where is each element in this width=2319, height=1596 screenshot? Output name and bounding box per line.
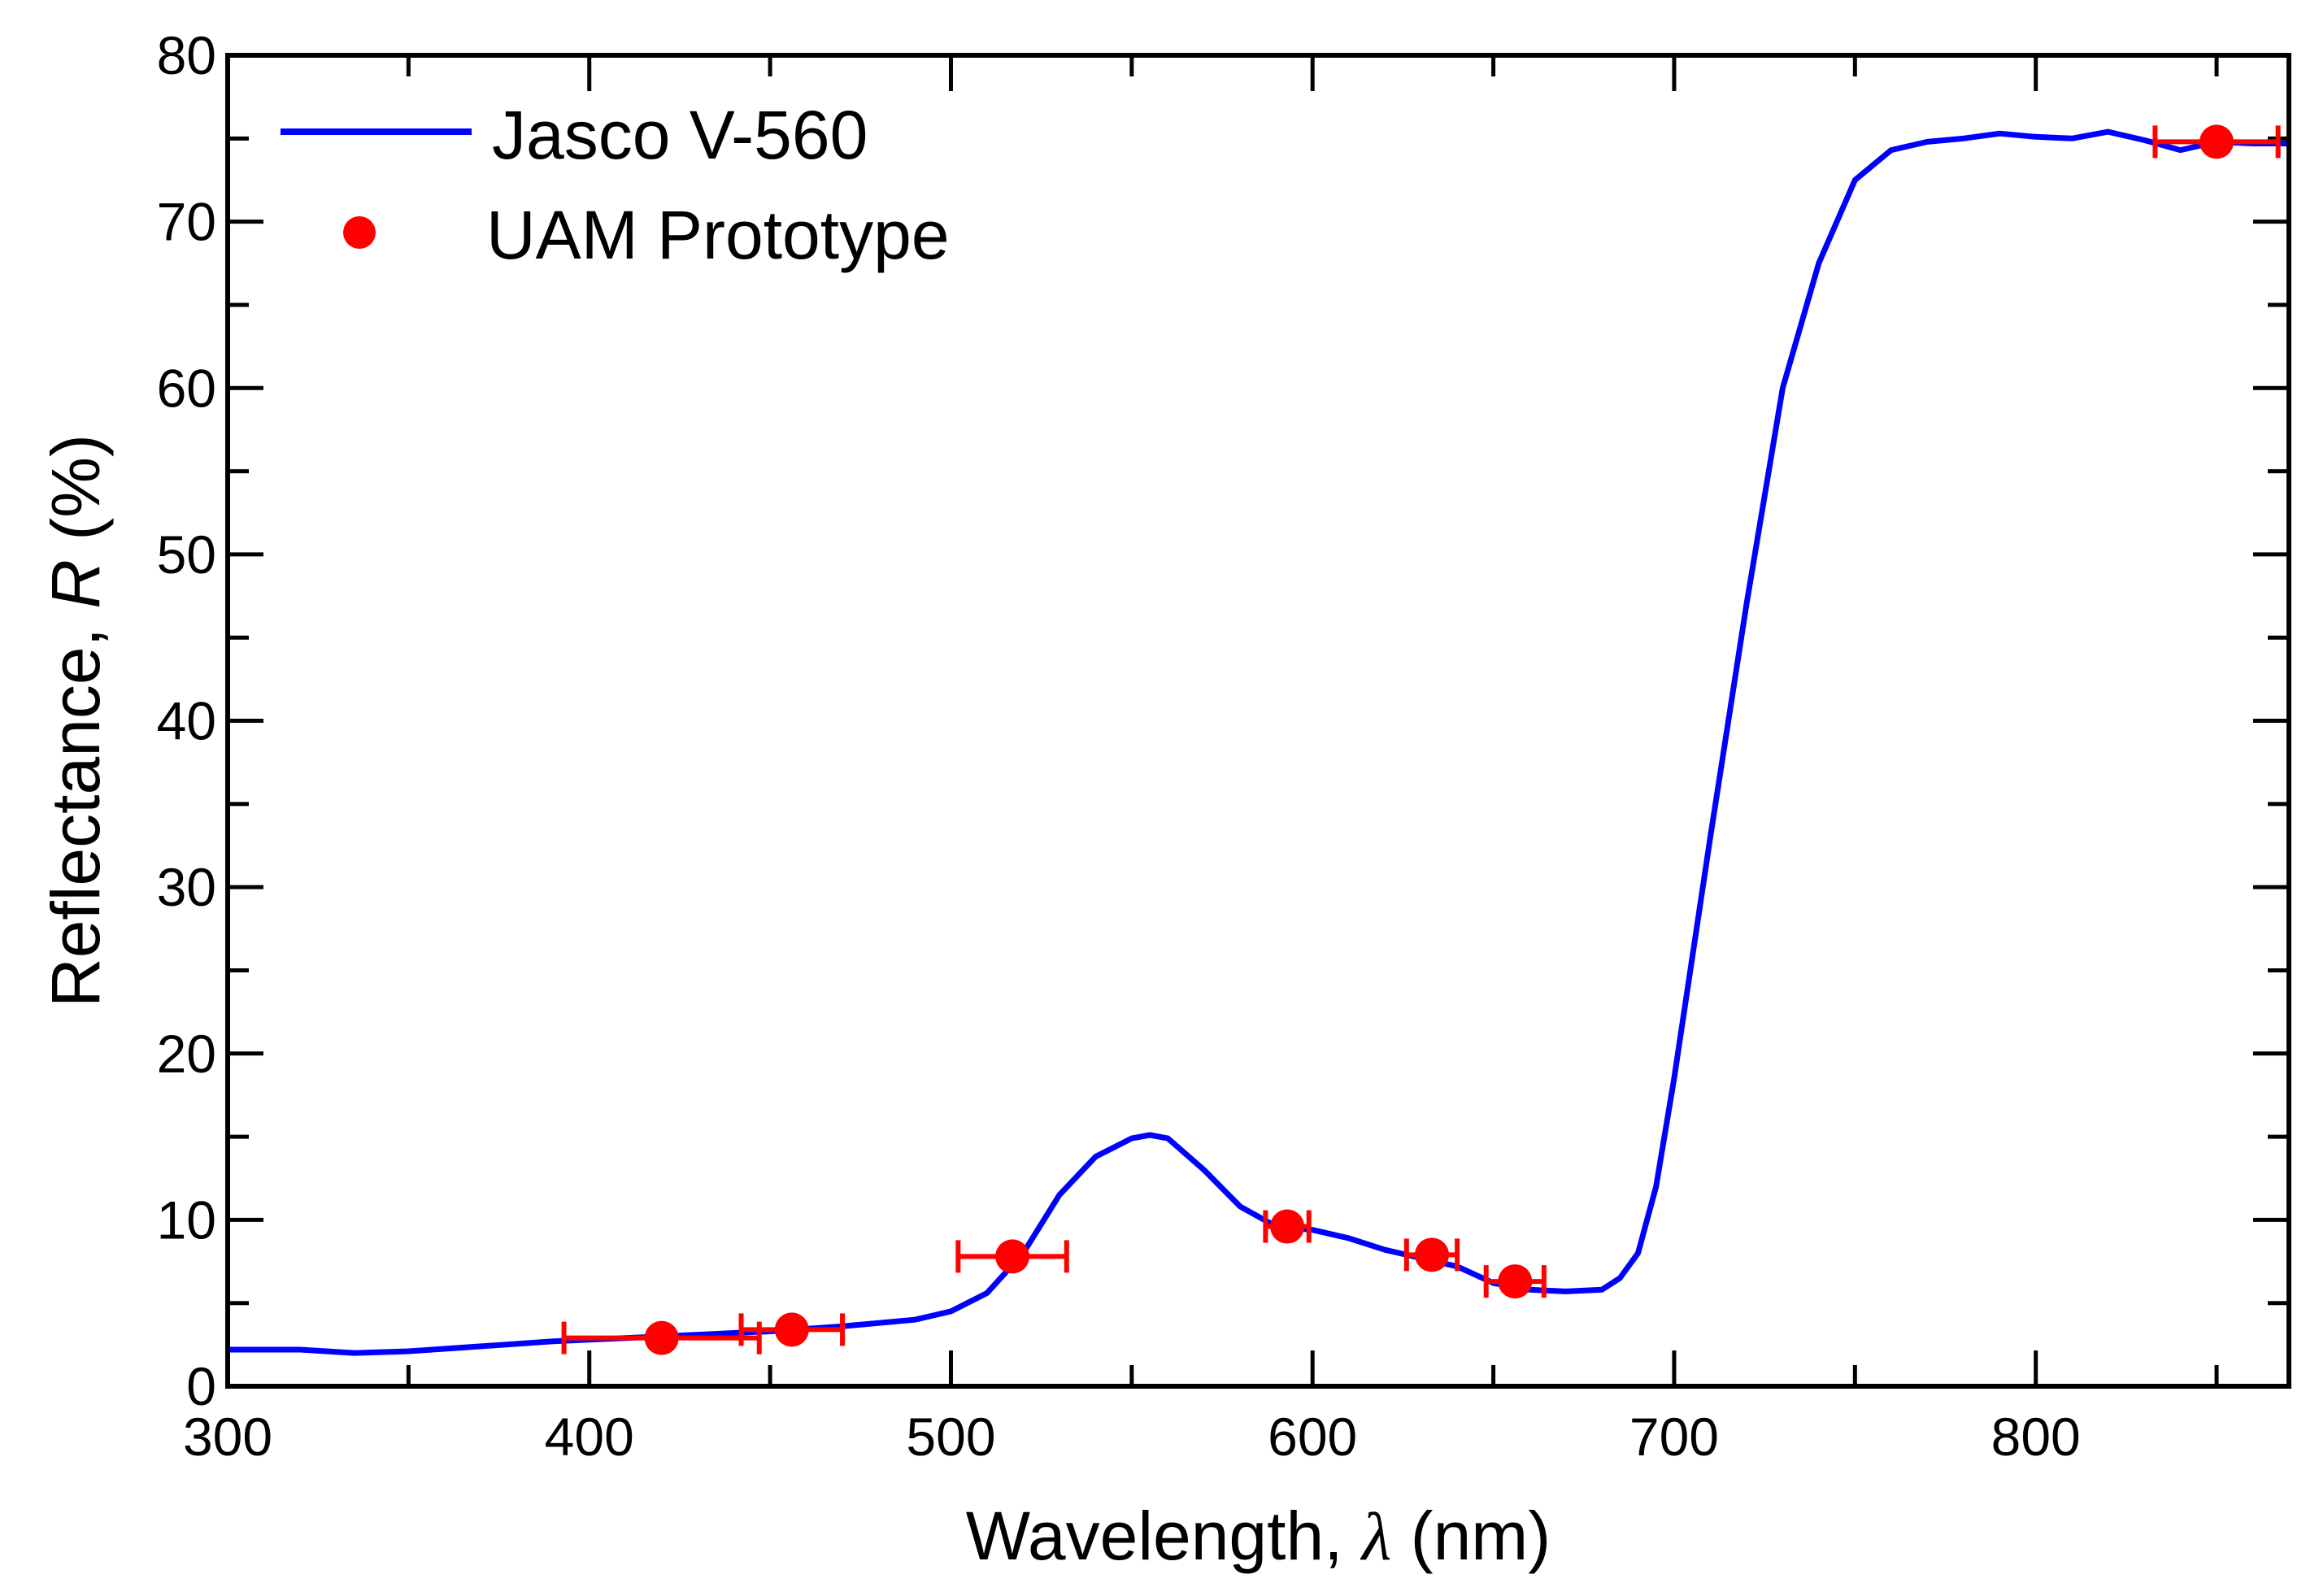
y-tick-label: 20 xyxy=(157,1024,216,1084)
x-tick-label: 500 xyxy=(906,1407,995,1467)
axes-layer: 300 400 500 600 700 800 0 10 20 30 40 50 60 70 80 xyxy=(157,25,2289,1467)
x-axis-title-symbol: λ xyxy=(1360,1499,1391,1575)
y-axis-title: Reflectance, R (%) xyxy=(37,434,114,1007)
y-tick-label: 10 xyxy=(157,1189,216,1250)
x-tick-label: 800 xyxy=(1991,1407,2081,1467)
y-tick-label: 50 xyxy=(157,524,216,585)
data-point-uam xyxy=(1483,1264,1547,1299)
legend-dot-swatch xyxy=(343,216,376,249)
data-point-uam xyxy=(561,1320,762,1355)
series-layer xyxy=(228,124,2289,1356)
legend: Jasco V-560 UAM Prototype xyxy=(281,97,950,273)
x-axis-title: Wavelength, λ (nm) xyxy=(966,1498,1551,1575)
series-line-jasco xyxy=(228,128,2289,1356)
x-axis-title-suffix: (nm) xyxy=(1391,1498,1551,1574)
x-axis-title-prefix: Wavelength, xyxy=(966,1498,1362,1574)
data-point-uam xyxy=(1263,1209,1312,1244)
y-tick-label: 80 xyxy=(157,25,216,85)
y-axis-title-prefix: Reflectance, xyxy=(37,609,114,1007)
y-tick-label: 40 xyxy=(157,691,216,751)
x-tick-label: 700 xyxy=(1629,1407,1719,1467)
x-tick-label: 300 xyxy=(183,1407,272,1467)
data-point-uam xyxy=(1403,1237,1460,1272)
data-point-marker xyxy=(995,1239,1030,1274)
y-axis-title-suffix: (%) xyxy=(37,434,114,559)
legend-label-jasco: Jasco V-560 xyxy=(492,97,868,173)
data-point-marker xyxy=(1414,1237,1449,1272)
plot-frame xyxy=(225,53,2291,1389)
data-point-marker xyxy=(644,1320,679,1355)
y-axis-title-symbol: R xyxy=(37,559,114,609)
x-tick-label: 400 xyxy=(545,1407,634,1467)
data-point-uam xyxy=(955,1239,1069,1274)
data-point-marker xyxy=(1498,1264,1533,1299)
data-point-uam xyxy=(738,1312,846,1347)
data-point-marker xyxy=(2199,124,2234,159)
legend-label-uam: UAM Prototype xyxy=(486,197,950,273)
data-point-marker xyxy=(774,1312,809,1347)
x-tick-label: 600 xyxy=(1268,1407,1357,1467)
y-tick-label: 30 xyxy=(157,857,216,917)
data-point-uam xyxy=(2152,124,2281,159)
data-point-marker xyxy=(1270,1209,1305,1244)
y-tick-label: 60 xyxy=(157,358,216,418)
y-tick-label: 0 xyxy=(186,1356,216,1416)
y-tick-label: 70 xyxy=(157,192,216,252)
